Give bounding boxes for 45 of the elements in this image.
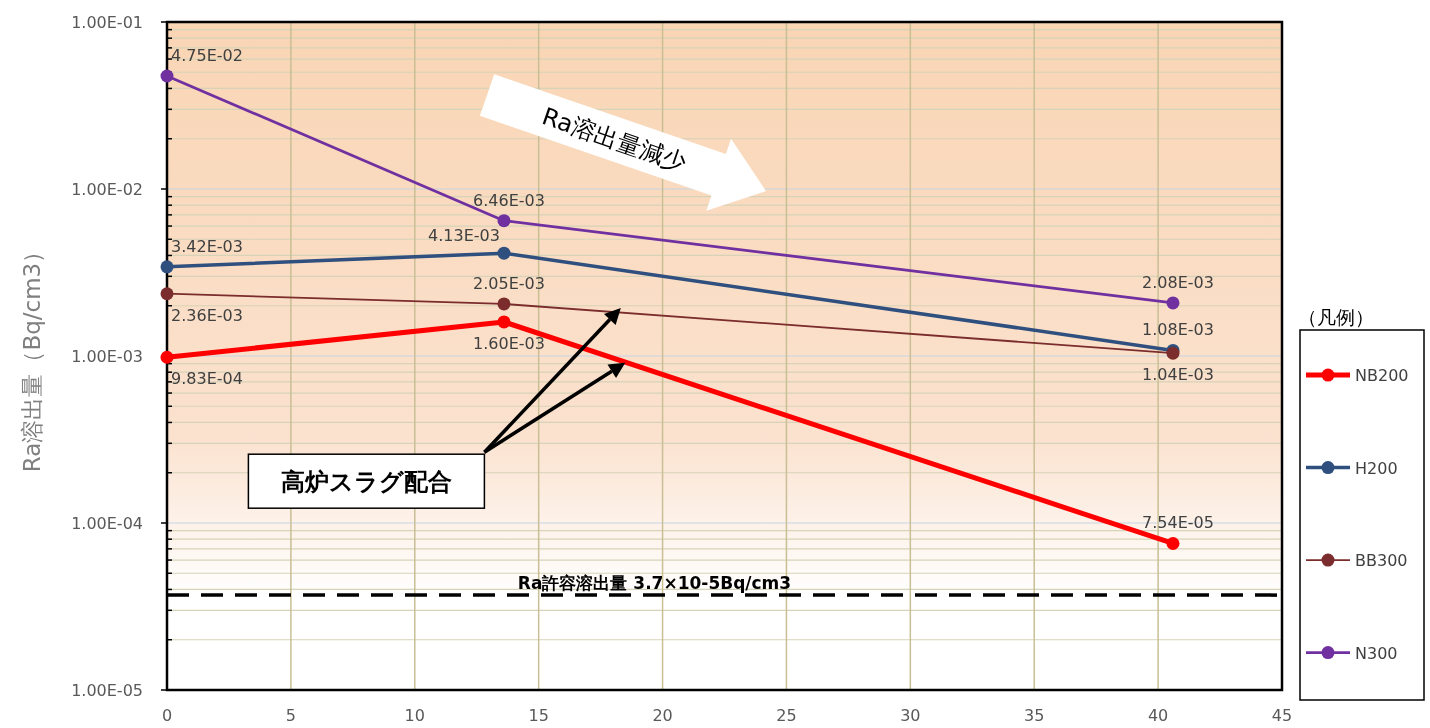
legend-label: H200 (1355, 458, 1398, 478)
annotation: Ra溶出量減少 (538, 102, 691, 178)
x-tick-label: 40 (1147, 706, 1169, 725)
ref-line-label: Ra許容溶出量 3.7×10-5Bq/cm3 (517, 573, 792, 594)
x-tick-label: 10 (404, 706, 425, 725)
data-label: 9.83E-04 (171, 369, 243, 389)
point (497, 246, 511, 260)
data-label: 3.42E-03 (171, 236, 243, 256)
x-tick-label: 30 (900, 706, 921, 725)
point (497, 315, 511, 329)
y-tick-label: 1.00E-04 (71, 514, 143, 533)
annotation: 高炉スラグ配合 (280, 468, 452, 497)
legend-label: NB200 (1355, 366, 1409, 386)
y-axis-title: Ra溶出量（Bq/cm3） (19, 239, 45, 473)
x-tick-label: 5 (285, 706, 296, 725)
point (1166, 536, 1180, 550)
x-tick-label: 0 (161, 706, 173, 725)
point (160, 260, 174, 274)
data-label: 4.75E-02 (171, 45, 243, 65)
x-tick-label: 25 (776, 706, 797, 725)
data-label: 4.13E-03 (428, 226, 500, 246)
data-label: 1.04E-03 (1142, 365, 1214, 385)
point (160, 69, 174, 83)
x-tick-label: 20 (652, 706, 673, 725)
point (1166, 296, 1180, 310)
data-label: 1.60E-03 (473, 333, 545, 353)
legend-title: （凡例） (1298, 306, 1374, 328)
legend-label: BB300 (1355, 551, 1408, 571)
x-tick-label: 35 (1024, 706, 1045, 725)
legend-label: N300 (1355, 643, 1398, 663)
data-label: 2.05E-03 (473, 273, 545, 293)
y-tick-label: 1.00E-05 (71, 681, 143, 700)
point (497, 297, 511, 311)
x-tick-label: 15 (528, 706, 549, 725)
data-label: 2.08E-03 (1142, 272, 1214, 292)
y-tick-label: 1.00E-01 (71, 13, 143, 32)
data-label: 7.54E-05 (1142, 513, 1214, 533)
y-tick-label: 1.00E-02 (71, 180, 143, 199)
x-tick-label: 45 (1271, 706, 1293, 725)
point (497, 214, 511, 228)
data-label: 1.08E-03 (1142, 320, 1214, 340)
point (160, 350, 174, 364)
point (160, 287, 174, 301)
data-label: 2.36E-03 (171, 305, 243, 325)
y-tick-label: 1.00E-03 (71, 347, 143, 366)
